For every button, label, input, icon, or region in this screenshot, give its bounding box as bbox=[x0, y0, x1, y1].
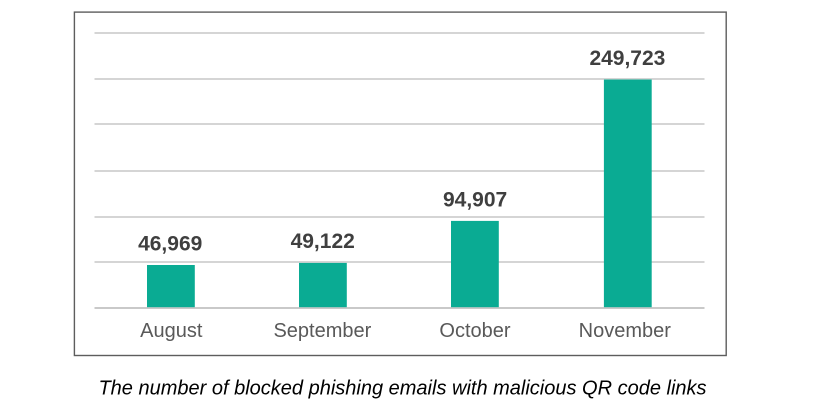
svg-text:94,907: 94,907 bbox=[443, 189, 507, 212]
svg-text:November: November bbox=[579, 320, 672, 342]
svg-text:49,122: 49,122 bbox=[291, 230, 355, 253]
svg-text:August: August bbox=[140, 320, 203, 342]
svg-text:The number of blocked phishing: The number of blocked phishing emails wi… bbox=[98, 378, 706, 400]
svg-text:September: September bbox=[273, 320, 371, 342]
svg-text:46,969: 46,969 bbox=[138, 232, 202, 255]
svg-text:October: October bbox=[439, 320, 510, 342]
svg-text:249,723: 249,723 bbox=[589, 47, 665, 70]
